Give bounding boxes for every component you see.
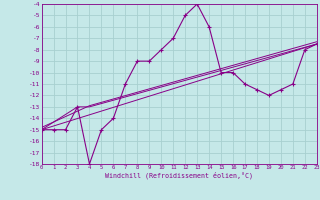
X-axis label: Windchill (Refroidissement éolien,°C): Windchill (Refroidissement éolien,°C) [105,172,253,179]
